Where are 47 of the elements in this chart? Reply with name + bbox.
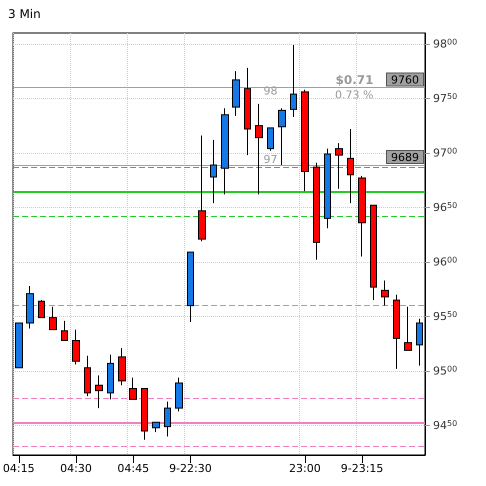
x-tick-label: 04:15 <box>2 462 35 475</box>
candlestick <box>84 355 91 397</box>
ref-line-label: 9760 <box>391 74 419 87</box>
candlestick <box>187 252 194 322</box>
x-tick-label: 23:00 <box>289 462 321 475</box>
x-tick-label: 04:30 <box>60 462 92 475</box>
candlestick <box>416 318 423 366</box>
candlestick <box>324 148 331 229</box>
candlestick <box>164 401 171 437</box>
candlestick <box>129 377 137 400</box>
x-tick-label: 9-22:30 <box>169 462 212 475</box>
candlestick <box>278 108 286 166</box>
candlestick <box>232 70 240 116</box>
candlestick <box>221 108 229 195</box>
annotation: 97 <box>264 152 278 166</box>
candlestick <box>38 300 45 318</box>
candlestick <box>95 374 103 409</box>
candlestick <box>61 320 68 342</box>
candlestick <box>393 294 400 370</box>
candlestick <box>107 354 114 400</box>
candlestick <box>267 127 274 152</box>
ref-line-label: 9689 <box>391 150 419 164</box>
candlestick <box>15 322 23 368</box>
candlestick <box>198 135 206 242</box>
candlestick <box>381 280 389 306</box>
candlestick <box>358 175 366 258</box>
candlestick <box>152 422 160 433</box>
candlestick <box>141 388 148 440</box>
candlestick <box>370 204 377 301</box>
candlestick <box>210 139 217 204</box>
candlestick <box>118 348 126 386</box>
candlestick <box>313 162 320 260</box>
candlestick <box>49 306 57 330</box>
x-tick-label: 04:45 <box>117 462 150 475</box>
candlestick <box>255 103 263 195</box>
candlestick <box>72 329 80 365</box>
annotation: $0.71 <box>336 72 374 87</box>
candlestick <box>26 285 34 330</box>
candlestick <box>290 44 297 118</box>
candlestick <box>335 142 343 190</box>
x-tick-label: 9-23:15 <box>340 462 384 475</box>
candlestick <box>175 377 183 412</box>
candlestick <box>404 306 412 351</box>
candlestick <box>301 89 309 192</box>
chart-title: 3 Min <box>8 7 41 21</box>
candlestick <box>347 128 354 204</box>
candlestick <box>244 67 251 156</box>
